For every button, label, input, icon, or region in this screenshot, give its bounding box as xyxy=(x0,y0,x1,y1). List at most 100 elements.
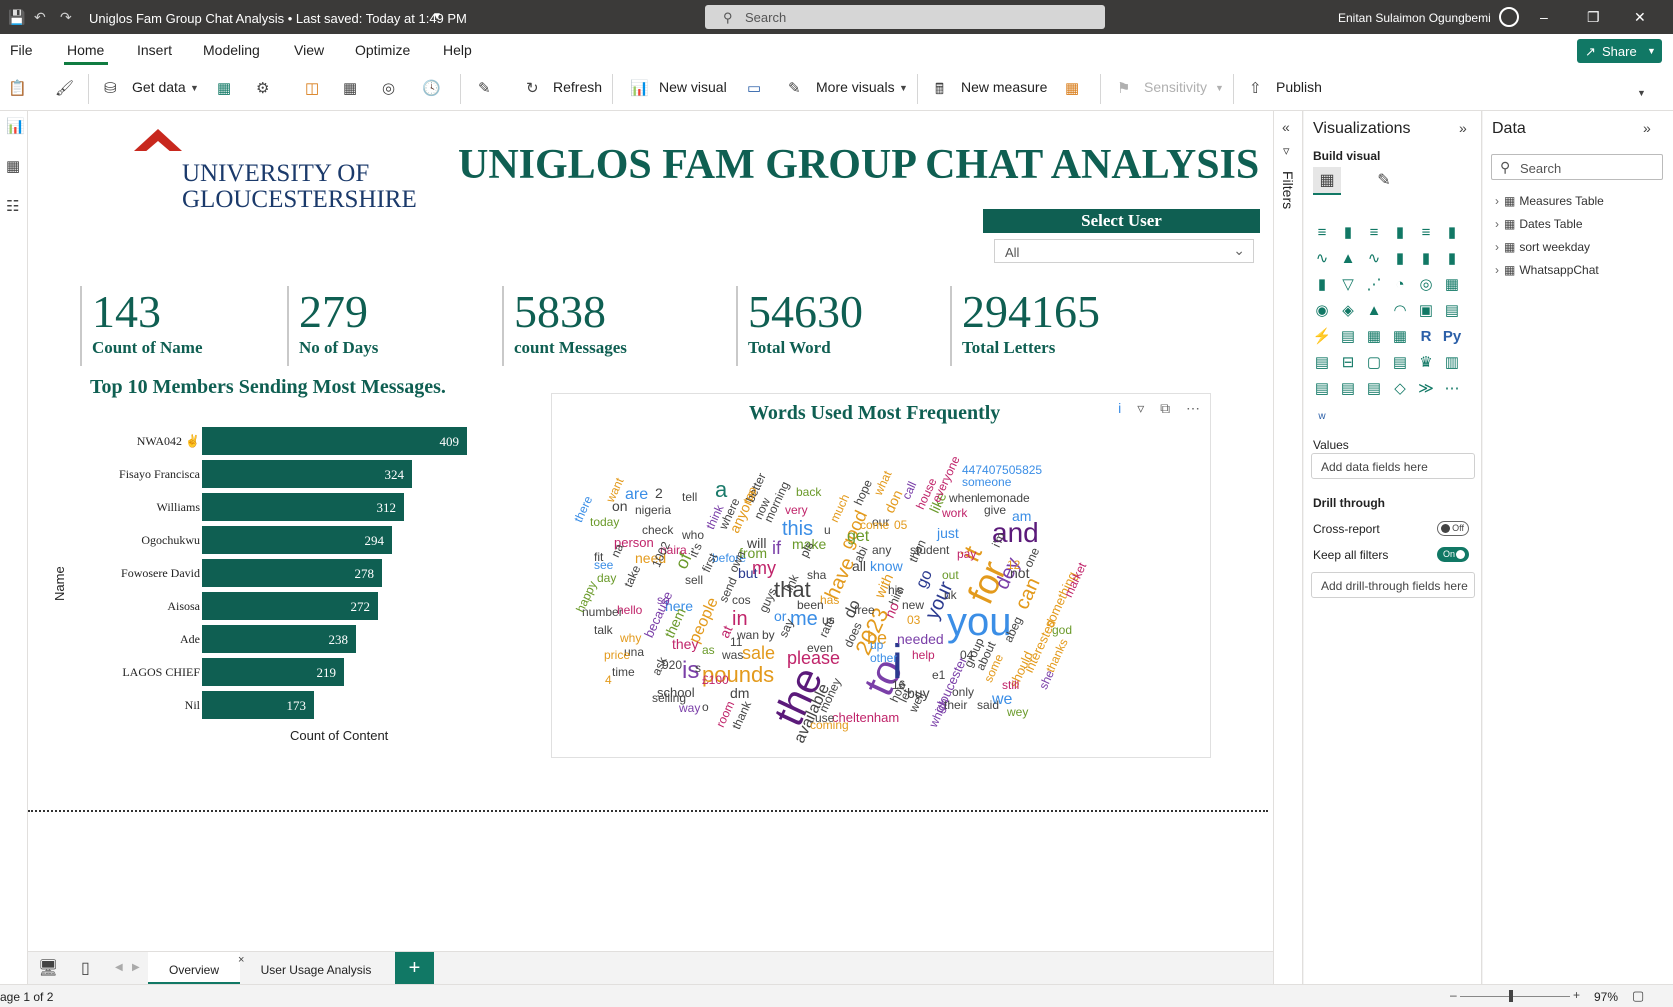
menu-insert[interactable]: Insert xyxy=(137,42,173,58)
chevron-left-icon[interactable]: ◀ xyxy=(115,962,123,973)
word-cloud-word[interactable]: us xyxy=(822,613,835,627)
menu-modeling[interactable]: Modeling xyxy=(203,42,260,58)
word-cloud-word[interactable]: please xyxy=(787,648,841,668)
word-cloud-word[interactable]: if xyxy=(772,538,781,558)
word-cloud-word[interactable]: u xyxy=(824,523,831,537)
transform-data-icon[interactable]: ✎ xyxy=(478,80,491,97)
word-cloud-word[interactable]: fit xyxy=(594,550,604,564)
word-cloud-word[interactable]: be xyxy=(867,628,888,648)
word-cloud-word[interactable]: why xyxy=(620,631,642,645)
more-visuals-icon[interactable]: ⋯ xyxy=(1444,380,1460,397)
word-cloud-word[interactable]: 16 xyxy=(892,678,906,692)
bar[interactable]: 409 xyxy=(202,427,467,455)
word-cloud-word[interactable]: that xyxy=(774,577,811,602)
word-cloud-word[interactable]: from xyxy=(739,545,767,561)
word-cloud-word[interactable]: any xyxy=(872,543,892,557)
word-cloud-word[interactable]: on xyxy=(612,498,628,514)
word-cloud-word[interactable]: even xyxy=(807,641,834,655)
dataverse-icon[interactable]: ◎ xyxy=(382,80,396,97)
bar[interactable]: 278 xyxy=(202,559,382,587)
new-measure-button[interactable]: New measure xyxy=(961,79,1048,95)
bar-row[interactable]: NWA042 ✌ 409 xyxy=(48,427,528,455)
bar-row[interactable]: Fisayo Francisca 324 xyxy=(48,460,528,488)
word-cloud-word[interactable]: me xyxy=(790,608,818,630)
bar[interactable]: 324 xyxy=(202,460,412,488)
word-cloud-word[interactable]: hope xyxy=(851,477,876,508)
word-cloud-word[interactable]: hello xyxy=(617,603,643,617)
word-cloud-word[interactable]: 03 xyxy=(907,613,921,627)
chevron-down-icon[interactable]: ▼ xyxy=(1215,83,1224,93)
quick-measure-icon[interactable]: ▦ xyxy=(1065,80,1080,97)
word-cloud-word[interactable]: been xyxy=(797,598,824,612)
enter-data-icon[interactable]: ▦ xyxy=(343,80,358,97)
word-cloud-word[interactable]: one xyxy=(1021,545,1043,570)
close-icon[interactable]: × xyxy=(238,954,245,966)
minimize-icon[interactable]: – xyxy=(1540,9,1548,25)
word-cloud-word[interactable]: make xyxy=(792,536,827,552)
chevron-down-icon[interactable]: ▼ xyxy=(432,11,442,22)
word-cloud-word[interactable]: up xyxy=(870,638,884,652)
word-cloud-word[interactable]: you xyxy=(947,600,1012,644)
menu-file[interactable]: File xyxy=(10,42,33,58)
chevron-right-icon[interactable]: ▶ xyxy=(132,962,140,973)
menu-optimize[interactable]: Optimize xyxy=(355,42,411,58)
word-cloud-word[interactable]: free xyxy=(854,603,875,617)
zoom-slider[interactable] xyxy=(1460,996,1570,997)
word-cloud-word[interactable]: or xyxy=(774,608,787,624)
word-cloud-word[interactable]: all xyxy=(852,558,867,574)
kpi-icon[interactable]: ⚡ xyxy=(1312,328,1332,345)
publish-button[interactable]: Publish xyxy=(1276,79,1322,95)
select-user-dropdown[interactable]: All ⌄ xyxy=(994,239,1254,263)
word-cloud-word[interactable]: day xyxy=(597,571,617,585)
values-well[interactable]: Add data fields here xyxy=(1311,453,1475,479)
word-cloud-word[interactable]: back xyxy=(796,485,822,499)
multi-row-card-icon[interactable]: ▤ xyxy=(1444,302,1460,319)
word-cloud-word[interactable]: very xyxy=(785,503,808,517)
bar[interactable]: 294 xyxy=(202,526,392,554)
model-view-icon[interactable]: ☷ xyxy=(6,198,20,215)
tab-user-usage-analysis[interactable]: User Usage Analysis xyxy=(246,952,386,985)
word-cloud-word[interactable]: person xyxy=(614,535,654,550)
word-cloud-word[interactable]: cos xyxy=(732,593,751,607)
word-cloud-word[interactable]: are xyxy=(625,486,649,503)
azure-map-icon[interactable]: ▲ xyxy=(1366,302,1382,319)
more-options-icon[interactable]: ⋯ xyxy=(1186,400,1200,416)
desktop-layout-icon[interactable]: 🖥 xyxy=(38,960,59,977)
word-cloud-word[interactable]: £100 xyxy=(702,673,729,687)
r-visual-icon[interactable]: R xyxy=(1420,328,1432,345)
data-table-item[interactable]: › ▦ Dates Table xyxy=(1495,217,1583,231)
donut-chart-icon[interactable]: ◎ xyxy=(1419,276,1433,293)
table-icon[interactable]: ▦ xyxy=(1366,328,1382,345)
word-cloud-visual[interactable]: Words Used Most Frequently i ▿ ⧉ ⋯ you th… xyxy=(551,393,1211,758)
get-data-button[interactable]: Get data xyxy=(132,79,186,95)
bar-row[interactable]: Williams 312 xyxy=(48,493,528,521)
word-cloud-word[interactable]: ask xyxy=(649,654,670,678)
info-icon[interactable]: i xyxy=(1118,400,1122,416)
word-cloud-word[interactable]: their xyxy=(944,698,968,712)
bar-row[interactable]: Ogochukwu 294 xyxy=(48,526,528,554)
word-cloud-word[interactable]: out xyxy=(942,568,959,582)
word-cloud-word[interactable]: a xyxy=(715,477,728,502)
undo-icon[interactable]: ↶ xyxy=(34,9,46,25)
word-cloud-word[interactable]: buy xyxy=(907,685,930,701)
bar[interactable]: 272 xyxy=(202,592,378,620)
chevron-down-icon[interactable]: ▼ xyxy=(190,83,199,93)
excel-icon[interactable]: ▦ xyxy=(217,80,232,97)
word-cloud-word[interactable]: 4 xyxy=(605,673,612,687)
menu-home[interactable]: Home xyxy=(67,42,105,58)
word-cloud-word[interactable]: wan xyxy=(737,628,760,642)
word-cloud-word[interactable]: una xyxy=(624,645,645,659)
global-search-box[interactable]: ⚲ Search xyxy=(705,5,1105,29)
map-icon[interactable]: ◉ xyxy=(1315,302,1329,319)
word-cloud-word[interactable]: sha xyxy=(807,568,827,582)
data-table-item[interactable]: › ▦ sort weekday xyxy=(1495,240,1590,254)
word-cloud-word[interactable]: work xyxy=(942,506,968,520)
python-visual-icon[interactable]: Py xyxy=(1442,328,1462,345)
word-cloud-word[interactable]: when xyxy=(949,491,978,505)
word-cloud-word[interactable]: before xyxy=(712,551,747,565)
word-cloud-word[interactable]: uk xyxy=(944,588,957,602)
data-hub-icon[interactable]: ⚙ xyxy=(256,80,270,97)
sql-server-icon[interactable]: ◫ xyxy=(305,80,320,97)
kpi-card[interactable]: 294165 Total Letters xyxy=(950,286,1100,366)
more-visuals-button[interactable]: More visuals xyxy=(816,79,895,95)
